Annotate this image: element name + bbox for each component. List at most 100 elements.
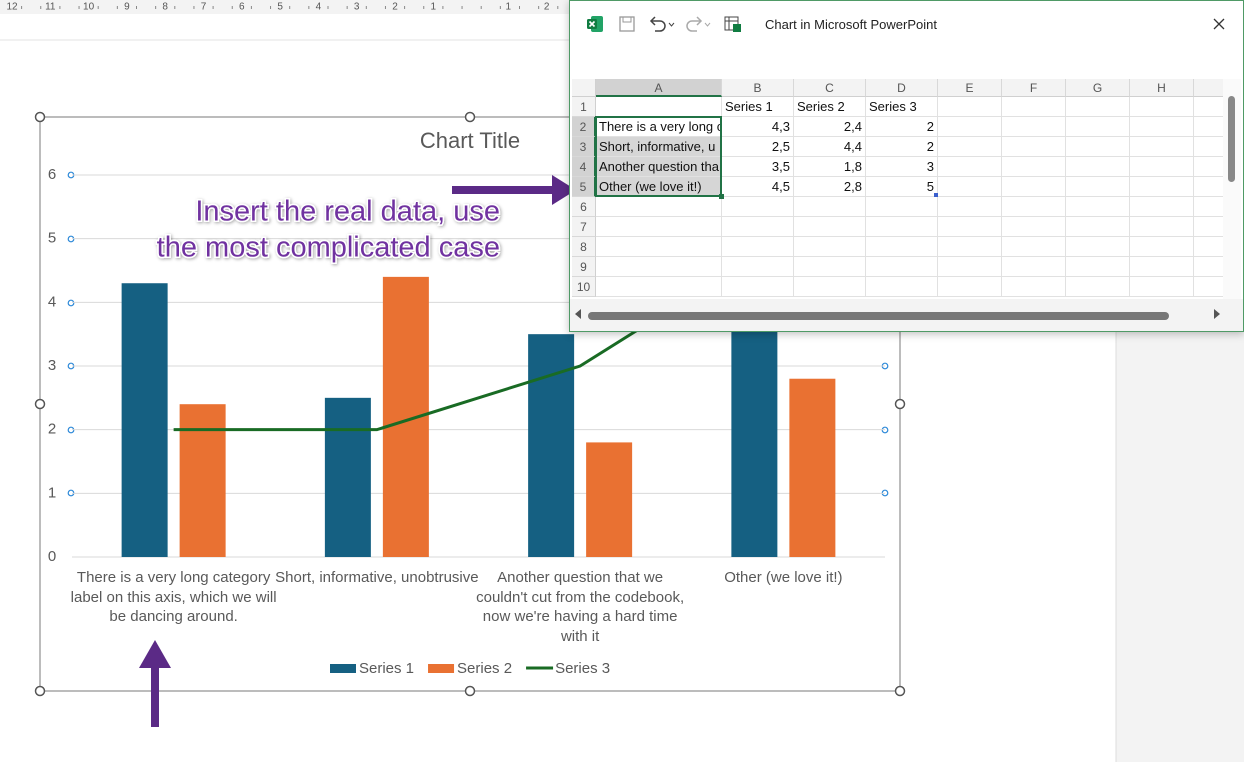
cell: [1066, 117, 1130, 137]
plot-handle[interactable]: [68, 300, 74, 306]
cell: [596, 217, 722, 237]
save-button[interactable]: [618, 15, 636, 33]
row-header: 1: [572, 97, 596, 117]
row-header: 3: [572, 137, 596, 157]
cell: [1066, 137, 1130, 157]
ruler-label: 11: [45, 2, 56, 13]
resize-handle[interactable]: [36, 400, 45, 409]
y-tick-label: 2: [48, 421, 56, 438]
arrow-head: [139, 640, 171, 668]
edit-in-excel-button[interactable]: [724, 15, 742, 33]
resize-handle[interactable]: [36, 687, 45, 696]
cell: 2: [866, 117, 938, 137]
corner: [572, 79, 596, 97]
redo-button[interactable]: [684, 15, 712, 33]
cell: [938, 117, 1002, 137]
selection-handle: [719, 194, 724, 199]
scroll-right[interactable]: [1214, 309, 1220, 319]
cell: [596, 197, 722, 217]
cell: 3,5: [722, 157, 794, 177]
cell: [1002, 157, 1066, 177]
cell: [866, 197, 938, 217]
cell: [722, 197, 794, 217]
cell: [1066, 237, 1130, 257]
legend-swatch: [428, 664, 454, 673]
excel-icon: [586, 15, 604, 33]
cell: [1066, 97, 1130, 117]
resize-handle[interactable]: [466, 113, 475, 122]
cell: [1130, 277, 1194, 297]
ruler-label: 8: [162, 2, 168, 13]
ruler-label: 2: [392, 2, 398, 13]
column-header: E: [938, 79, 1002, 97]
cell: [1130, 157, 1194, 177]
cell: [794, 197, 866, 217]
undo-button[interactable]: [648, 15, 676, 33]
y-tick-label: 5: [48, 230, 56, 247]
ruler-label: 1: [431, 2, 437, 13]
x-tick-label: Another question that we couldn't cut fr…: [475, 568, 685, 646]
cell: [1066, 177, 1130, 197]
cell: [1002, 237, 1066, 257]
bar: [325, 398, 371, 557]
cell: [938, 237, 1002, 257]
cell: [1130, 217, 1194, 237]
ruler-label: 12: [6, 2, 18, 13]
selection: [595, 116, 722, 197]
bar: [789, 379, 835, 557]
resize-handle[interactable]: [896, 687, 905, 696]
cell: [1130, 257, 1194, 277]
row-header: 7: [572, 217, 596, 237]
cell: [1194, 277, 1223, 297]
cell: 3: [866, 157, 938, 177]
cell: [1194, 137, 1223, 157]
cell: 2,8: [794, 177, 866, 197]
cell: [1130, 97, 1194, 117]
close-button[interactable]: [1212, 17, 1226, 31]
bar: [180, 404, 226, 557]
cell: [1066, 197, 1130, 217]
x-tick-label: There is a very long category label on t…: [69, 568, 279, 627]
cell: Series 3: [866, 97, 938, 117]
cell: [794, 277, 866, 297]
cell: [866, 257, 938, 277]
cell: 5: [866, 177, 938, 197]
cell: [1002, 137, 1066, 157]
scroll-thumb[interactable]: [588, 312, 1169, 320]
row-header: 4: [572, 157, 596, 177]
column-header: D: [866, 79, 938, 97]
window-title: Chart in Microsoft PowerPoint: [765, 17, 937, 32]
cell: [1130, 237, 1194, 257]
cell: [938, 157, 1002, 177]
range-handle: [934, 193, 938, 197]
cell: [722, 277, 794, 297]
resize-handle[interactable]: [36, 113, 45, 122]
ruler-label: 1: [506, 2, 512, 13]
cell: [938, 97, 1002, 117]
ruler-label: 7: [201, 2, 207, 13]
resize-handle[interactable]: [466, 687, 475, 696]
sheet-grid[interactable]: ABCDEFGH1Series 1Series 2Series 32There …: [572, 79, 1223, 299]
column-header: B: [722, 79, 794, 97]
legend-label: Series 3: [555, 660, 610, 677]
vertical-scrollbar[interactable]: [1223, 79, 1241, 299]
cell: 2,4: [794, 117, 866, 137]
row-header: 8: [572, 237, 596, 257]
cell: [938, 277, 1002, 297]
cell: [938, 197, 1002, 217]
cell: [1194, 177, 1223, 197]
row-header: 9: [572, 257, 596, 277]
cell: [596, 97, 722, 117]
cell: [596, 257, 722, 277]
cell: [794, 217, 866, 237]
cell: [1194, 257, 1223, 277]
horizontal-scrollbar[interactable]: [570, 299, 1243, 331]
cell: [1194, 157, 1223, 177]
cell: [1194, 117, 1223, 137]
y-tick-label: 1: [48, 484, 56, 501]
resize-handle[interactable]: [896, 400, 905, 409]
scroll-thumb[interactable]: [1228, 96, 1235, 182]
scroll-left[interactable]: [575, 309, 581, 319]
cell: [722, 257, 794, 277]
cell: [1194, 217, 1223, 237]
